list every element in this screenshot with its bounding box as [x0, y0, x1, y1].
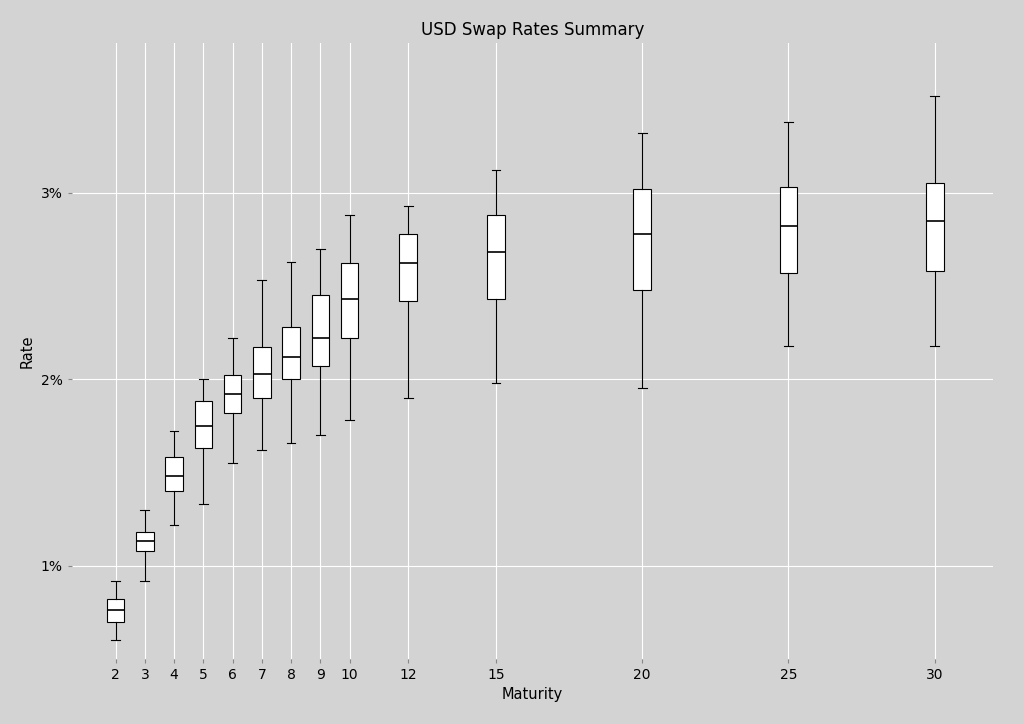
PathPatch shape: [634, 189, 651, 290]
PathPatch shape: [926, 183, 943, 271]
PathPatch shape: [253, 348, 270, 397]
PathPatch shape: [283, 327, 300, 379]
PathPatch shape: [341, 264, 358, 338]
X-axis label: Maturity: Maturity: [502, 687, 563, 702]
PathPatch shape: [311, 295, 329, 366]
PathPatch shape: [779, 187, 798, 273]
Y-axis label: Rate: Rate: [20, 334, 35, 368]
PathPatch shape: [224, 375, 242, 413]
PathPatch shape: [399, 234, 417, 300]
Title: USD Swap Rates Summary: USD Swap Rates Summary: [421, 21, 644, 39]
PathPatch shape: [487, 215, 505, 299]
PathPatch shape: [195, 402, 212, 448]
PathPatch shape: [106, 599, 124, 621]
PathPatch shape: [136, 532, 154, 551]
PathPatch shape: [165, 458, 183, 491]
